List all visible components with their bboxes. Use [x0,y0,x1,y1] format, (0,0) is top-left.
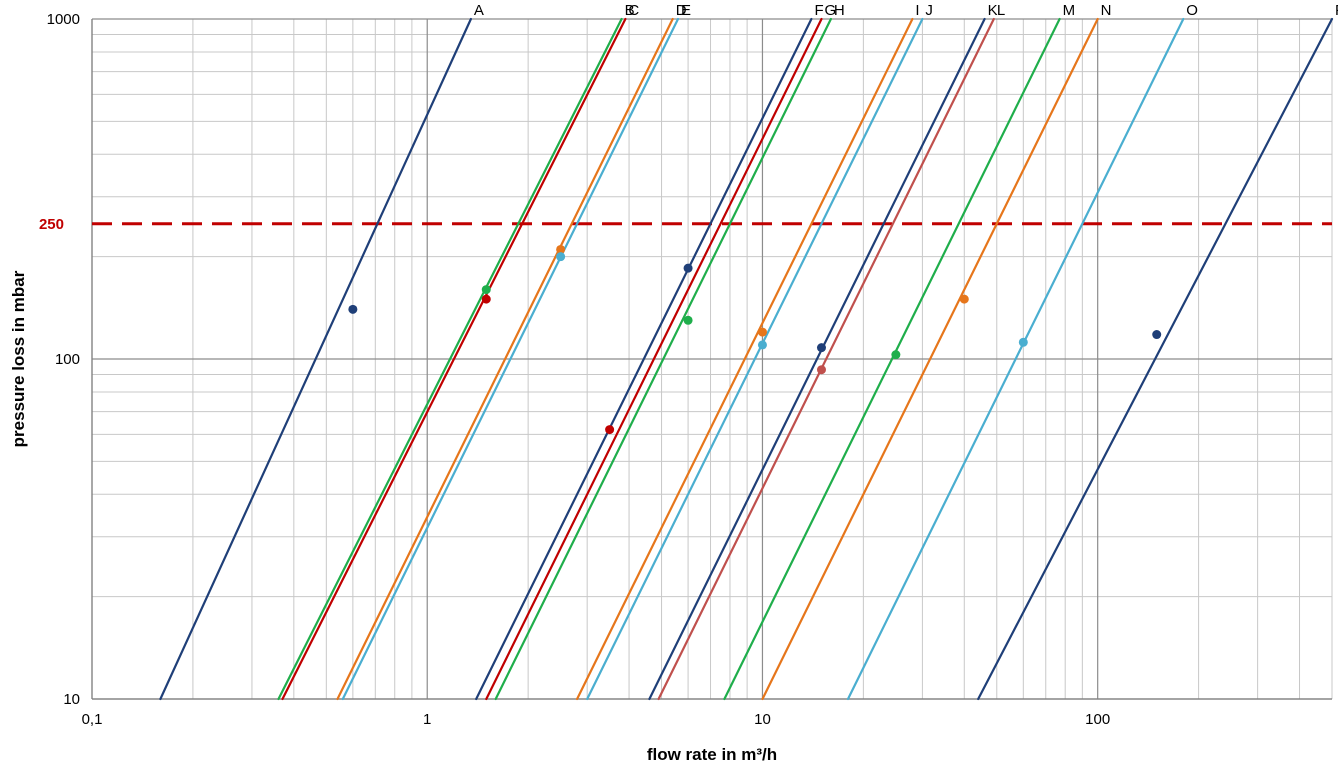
series-marker-P [1152,330,1162,340]
series-marker-G [605,425,615,435]
series-label-B: B [625,2,635,19]
x-tick-labels: 0,1 1 10 100 [82,711,1111,728]
series-marker-J [757,340,767,350]
series-line-B [277,17,623,701]
series-marker-C [481,294,491,304]
y-tick-label: 1000 [47,11,80,28]
series-marker-B [481,285,491,295]
series-line-F [475,17,813,701]
series-marker-D [556,244,566,254]
series-line-I [575,17,914,701]
series-label-O: O [1186,2,1198,19]
series-layer [159,17,1334,701]
series-line-A [159,17,472,701]
series-label-A: A [474,2,484,19]
reference-line-label: 250 [39,216,64,233]
series-marker-L [816,365,826,375]
series-label-C: C [628,2,639,19]
series-marker-F [683,263,693,273]
series-line-L [657,17,995,701]
x-tick-label: 1 [423,711,431,728]
series-marker-O [1018,337,1028,347]
series-label-P: P [1335,2,1338,19]
y-tick-label: 10 [63,691,80,708]
series-line-N [761,17,1099,701]
series-marker-K [816,343,826,353]
series-label-N: N [1101,2,1112,19]
series-labels: A BC DE FGH IJ KL M N O P [474,2,1338,19]
series-line-K [648,17,986,701]
series-marker-I [757,327,767,337]
series-label-L: L [997,2,1005,19]
series-label-K: K [988,2,998,19]
y-tick-label: 100 [55,351,80,368]
series-line-H [494,17,833,701]
x-axis-title: flow rate in m³/h [647,745,777,764]
series-marker-N [959,294,969,304]
series-line-J [586,17,924,701]
series-marker-M [891,350,901,360]
series-line-C [281,17,627,701]
grid-major [91,18,1332,700]
series-marker-A [348,304,358,314]
series-label-J: J [925,2,933,19]
x-tick-label: 0,1 [82,711,103,728]
series-label-G: G [824,2,836,19]
marker-layer [348,244,1162,435]
series-marker-E [556,252,566,262]
series-line-E [341,17,680,701]
y-tick-labels: 10 100 1000 [47,11,80,708]
series-label-F: F [814,2,823,19]
series-marker-H [683,315,693,325]
x-tick-label: 10 [754,711,771,728]
series-label-M: M [1063,2,1076,19]
series-label-E: E [681,2,691,19]
series-label-I: I [915,2,919,19]
series-line-M [723,17,1061,701]
series-line-O [846,17,1185,701]
series-line-D [336,17,674,701]
x-tick-label: 100 [1085,711,1110,728]
series-label-H: H [834,2,845,19]
series-line-P [977,17,1334,701]
series-label-D: D [676,2,687,19]
y-axis-title: pressure loss in mbar [9,270,28,447]
series-line-G [485,17,823,701]
